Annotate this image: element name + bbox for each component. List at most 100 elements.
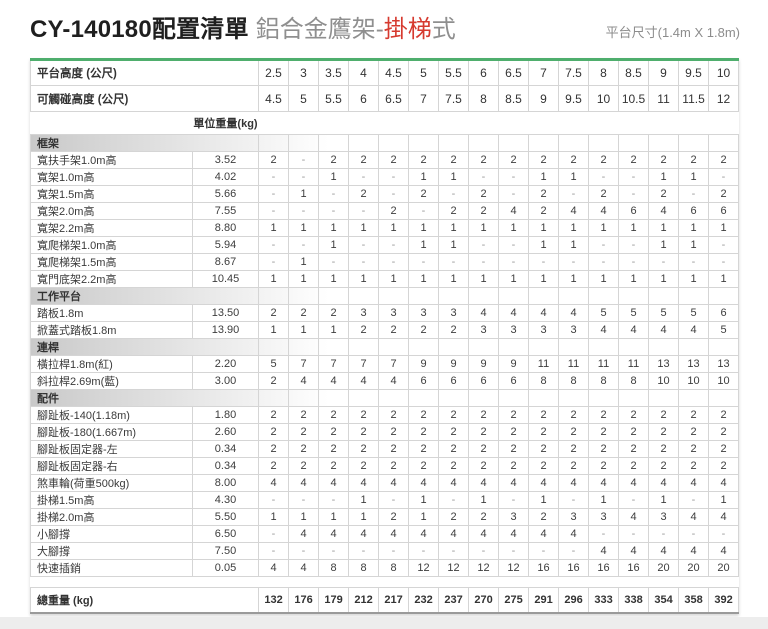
quantity-cell: 2 [528,151,560,169]
quantity-cell: 1 [678,236,710,254]
quantity-cell: 1 [288,270,320,288]
quantity-cell: 4 [348,474,380,492]
unit-weight-value: 1.80 [191,406,260,424]
quantity-cell: 9 [408,355,440,373]
total-weight-value: 179 [318,587,350,614]
quantity-cell: 1 [438,219,470,237]
quantity-cell: - [378,185,410,203]
quantity-cell: - [288,542,320,560]
section-filler-cell [258,389,290,407]
section-filler-cell [618,338,650,356]
section-filler-cell [648,338,680,356]
quantity-cell: 1 [648,219,680,237]
quantity-cell: 1 [288,219,320,237]
section-filler-cell [648,287,680,305]
item-row: 寬爬梯架1.0m高 5.94- -1- -1 1- -1 1- -1 1- [30,236,740,254]
platform-height-value: 7.5 [558,59,590,86]
quantity-cell: 5 [708,321,740,339]
quantity-cell: 1 [408,219,440,237]
reach-height-label: 可觸碰高度 (公尺) [29,85,260,112]
quantity-cell: 2 [558,440,590,458]
quantity-cell: - [558,491,590,509]
quantity-cell: - [468,236,500,254]
total-weight-value: 217 [378,587,410,614]
platform-height-value: 3.5 [318,59,350,86]
quantity-cell: 4 [588,542,620,560]
quantity-cell: - [648,525,680,543]
quantity-cell: 4 [318,372,350,390]
section-filler-cell [318,134,350,152]
platform-height-value: 6.5 [498,59,530,86]
platform-height-row: 平台高度 (公尺) 2.5 3 3.5 4 4.5 5 5.5 6 6.5 7 7.5 8 8.5 9 9.5… [29,59,740,86]
quantity-cell: 1 [648,168,680,186]
quantity-cell: 2 [498,406,530,424]
unit-weight-value: 0.34 [191,440,260,458]
quantity-cell: 4 [708,542,740,560]
section-filler-cell [438,389,470,407]
section-filler-cell [258,338,290,356]
quantity-cell: - [318,491,350,509]
quantity-cell: 1 [708,491,740,509]
quantity-cell: - [618,185,650,203]
quantity-cell: 1 [558,168,590,186]
reach-height-value: 7.5 [438,85,470,112]
quantity-cell: - [618,168,650,186]
total-weight-value: 296 [558,587,590,614]
quantity-cell: 4 [318,525,350,543]
item-name: 掀蓋式踏板1.8m [30,321,193,339]
total-weight-value: 338 [618,587,650,614]
item-row: 踏板1.8m 13.50 2 2 2 3 3 3 3 4 4 4 4 5 5 5 5 6 [30,304,740,322]
item-name: 掛梯1.5m高 [30,491,193,509]
quantity-cell: 2 [408,440,440,458]
quantity-cell: 2 [708,423,740,441]
section-label: 框架 [29,134,260,152]
quantity-cell: 9 [498,355,530,373]
quantity-cell: 3 [498,508,530,526]
quantity-cell: 1 [708,219,740,237]
quantity-cell: 2 [288,406,320,424]
item-row: 掀蓋式踏板1.8m 13.90 1 1 1 2 2 2 2 3 3 3 3 4 4 4 4 5 [30,321,740,339]
section-filler-cell [558,287,590,305]
quantity-cell: 2 [408,151,440,169]
quantity-cell: - [678,491,710,509]
quantity-cell: - [288,168,320,186]
section-label: 工作平台 [29,287,260,305]
quantity-cell: 12 [498,559,530,577]
quantity-cell: 16 [618,559,650,577]
table-head: 平台高度 (公尺) 2.5 3 3.5 4 4.5 5 5.5 6 6.5 7 7.5 8 8.5 9 9.5… [29,59,740,112]
quantity-cell: 1 [288,185,320,203]
section-filler-cell [408,134,440,152]
quantity-cell: - [708,525,740,543]
quantity-cell: 2 [648,406,680,424]
unit-weight-value: 8.80 [191,219,260,237]
quantity-cell: 2 [348,321,380,339]
quantity-cell: 2 [288,440,320,458]
quantity-cell: 1 [468,491,500,509]
quantity-cell: 2 [498,151,530,169]
quantity-cell: - [468,542,500,560]
quantity-cell: 5 [648,304,680,322]
quantity-cell: 2 [678,457,710,475]
reach-height-value: 9 [528,85,560,112]
unit-weight-row: 單位重量(kg) [30,111,739,135]
quantity-cell: 8 [558,372,590,390]
quantity-cell: 3 [648,508,680,526]
quantity-cell: 1 [588,219,620,237]
section-filler-cell [528,338,560,356]
quantity-cell: - [438,253,470,271]
product-name-tail: 式 [431,16,456,43]
section-filler-cell [648,389,680,407]
quantity-cell: 4 [378,372,410,390]
section-filler-cell [678,134,710,152]
quantity-cell: - [588,525,620,543]
quantity-cell: 8 [528,372,560,390]
quantity-cell: 1 [258,219,290,237]
item-name: 踏板1.8m [30,304,193,322]
quantity-cell: - [378,168,410,186]
quantity-cell: 1 [498,219,530,237]
quantity-cell: 2 [318,440,350,458]
quantity-cell: 1 [378,270,410,288]
section-filler-cell [558,338,590,356]
quantity-cell: 1 [348,270,380,288]
quantity-cell: 13 [648,355,680,373]
